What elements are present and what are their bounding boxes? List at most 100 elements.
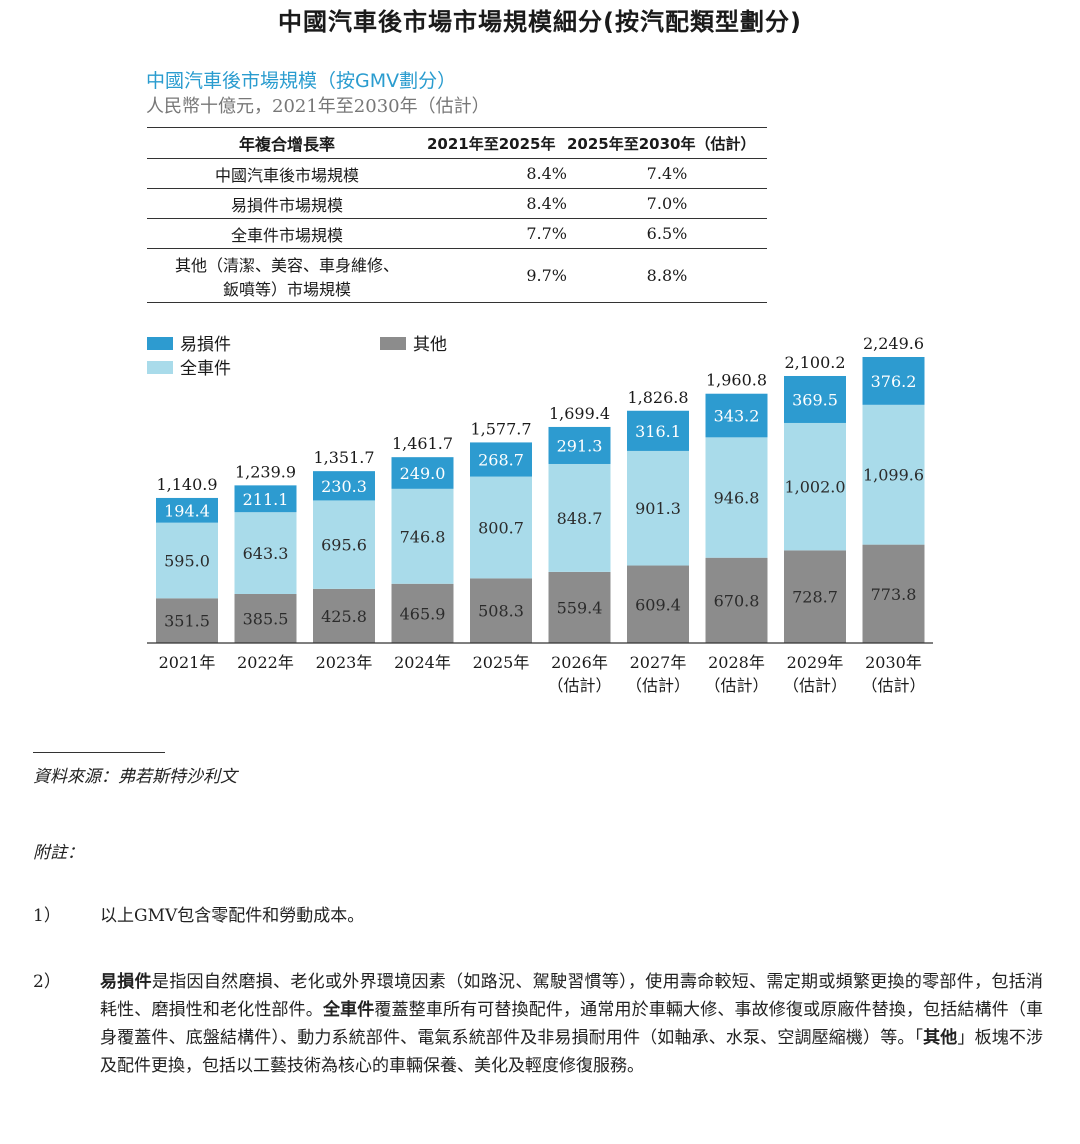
bar-segment-full-parts [313,500,375,589]
x-tick-label: 2029年 [787,653,844,672]
data-label: 376.2 [871,372,917,391]
data-label: 351.5 [164,612,210,631]
x-tick-sublabel: （估計） [626,676,690,695]
bar-segment-wear-parts [470,442,532,477]
bar-segment-full-parts [705,437,768,558]
note-text-part: 」板塊不涉及配件更換，包括以工藝技術為核心的車輛保養、美化及輕度修復服務。 [100,1028,1044,1076]
data-label: 249.0 [400,464,446,483]
cagr-row-value-2: 7.4% [567,158,767,189]
bar-segment-others [862,544,925,643]
cagr-header-label: 年複合增長率 [147,127,427,159]
bar-segment-others [470,578,532,643]
total-label: 1,577.7 [470,419,531,438]
cagr-row-value-1: 8.4% [427,188,567,219]
data-label: 211.1 [243,490,289,509]
x-tick-label: 2027年 [630,653,687,672]
x-tick-label: 2022年 [237,653,294,672]
chart-title: 中國汽車後市場規模（按GMV劃分） [146,70,457,92]
cagr-header-row: 年複合增長率 2021年至2025年 2025年至2030年（估計） [147,127,767,159]
x-tick-label: 2023年 [316,653,373,672]
bar-segment-wear-parts [862,357,925,405]
bar-segment-wear-parts [548,426,611,464]
data-label: 695.6 [321,536,367,555]
bar-segment-others [156,598,218,643]
bar-segment-full-parts [156,522,218,599]
cagr-row-value-1: 7.7% [427,218,567,249]
cagr-row-value-1: 9.7% [427,248,567,303]
data-label: 1,002.0 [784,478,845,497]
total-label: 1,351.7 [313,448,374,467]
total-label: 1,140.9 [156,475,217,494]
x-tick-sublabel: （估計） [704,676,768,695]
data-label: 291.3 [557,436,603,455]
x-tick-sublabel: （估計） [861,676,925,695]
data-label: 848.7 [557,509,603,528]
total-label: 2,100.2 [784,353,845,372]
data-label: 728.7 [792,588,838,607]
data-label: 230.3 [321,477,367,496]
cagr-row: 其他（清潔、美容、車身維修、 鈑噴等）市場規模 9.7% 8.8% [147,248,767,303]
total-label: 2,249.6 [863,334,924,353]
bar-segment-wear-parts [391,457,454,489]
legend-label-wear-parts: 易損件 [180,335,231,355]
x-tick-label: 2026年 [551,653,608,672]
data-label: 508.3 [478,602,524,621]
note-text: 易損件是指因自然磨損、老化或外界環境因素（如路況、駕駛習慣等），使用壽命較短、需… [100,968,1043,1080]
x-tick-label: 2028年 [708,653,765,672]
data-label: 595.0 [164,551,210,570]
bar-segment-wear-parts [156,497,218,523]
bar-segment-others [548,571,611,643]
cagr-row: 中國汽車後市場規模 8.4% 7.4% [147,158,767,189]
data-label: 946.8 [714,489,760,508]
total-label: 1,960.8 [706,371,767,390]
cagr-row-value-1: 8.4% [427,158,567,189]
bar-segment-others [391,583,454,643]
note-term-wear-parts: 易損件 [100,972,152,992]
note-term-others: 其他 [923,1028,958,1048]
data-label: 643.3 [243,544,289,563]
x-tick-label: 2030年 [865,653,922,672]
x-tick-label: 2025年 [473,653,530,672]
legend-swatch-wear-parts [147,337,173,350]
x-tick-sublabel: （估計） [547,676,611,695]
data-label: 746.8 [400,527,446,546]
data-label: 670.8 [714,591,760,610]
note-text: 以上GMV包含零配件和勞動成本。 [100,906,365,926]
bar-segment-others [313,588,375,643]
legend-label-full-parts: 全車件 [180,359,231,379]
total-label: 1,239.9 [235,462,296,481]
cagr-row: 易損件市場規模 8.4% 7.0% [147,188,767,219]
x-tick-label: 2024年 [394,653,451,672]
total-label: 1,461.7 [392,434,453,453]
data-label: 559.4 [557,598,603,617]
cagr-row-label: 全車件市場規模 [147,218,427,249]
bar-segment-wear-parts [784,375,846,423]
data-label: 316.1 [635,422,681,441]
note-text-part: 覆蓋整車所有可替換配件，通常用於車輛大修、事故修復或原廠件替換，包括結構件（車身… [100,1000,1044,1048]
bar-segment-others [234,593,297,643]
notes-heading: 附註： [33,843,84,863]
bar-segment-others [705,557,768,643]
data-label: 268.7 [478,451,524,470]
bar-segment-others [784,550,846,643]
cagr-row-label: 其他（清潔、美容、車身維修、 鈑噴等）市場規模 [147,248,427,303]
data-label: 385.5 [243,609,289,628]
data-label: 609.4 [635,595,681,614]
x-tick-label: 2021年 [159,653,216,672]
data-label: 773.8 [871,585,917,604]
bar-segment-full-parts [470,476,532,579]
note-term-full-parts: 全車件 [322,1000,375,1020]
legend-swatch-others [380,337,406,350]
data-label: 425.8 [321,607,367,626]
cagr-row-value-2: 6.5% [567,218,767,249]
cagr-row-label-line: 其他（清潔、美容、車身維修、 [174,255,399,275]
bar-segment-full-parts [784,422,846,551]
total-label: 1,699.4 [549,404,610,423]
bar-segment-full-parts [391,488,454,584]
page-title: 中國汽車後市場市場規模細分(按汽配類型劃分) [278,8,802,36]
legend-swatch-full-parts [147,361,173,374]
bar-segment-wear-parts [627,410,689,451]
bar-segment-full-parts [627,450,689,566]
source-divider [33,752,165,753]
cagr-table: 年複合增長率 2021年至2025年 2025年至2030年（估計） 中國汽車後… [147,127,767,303]
